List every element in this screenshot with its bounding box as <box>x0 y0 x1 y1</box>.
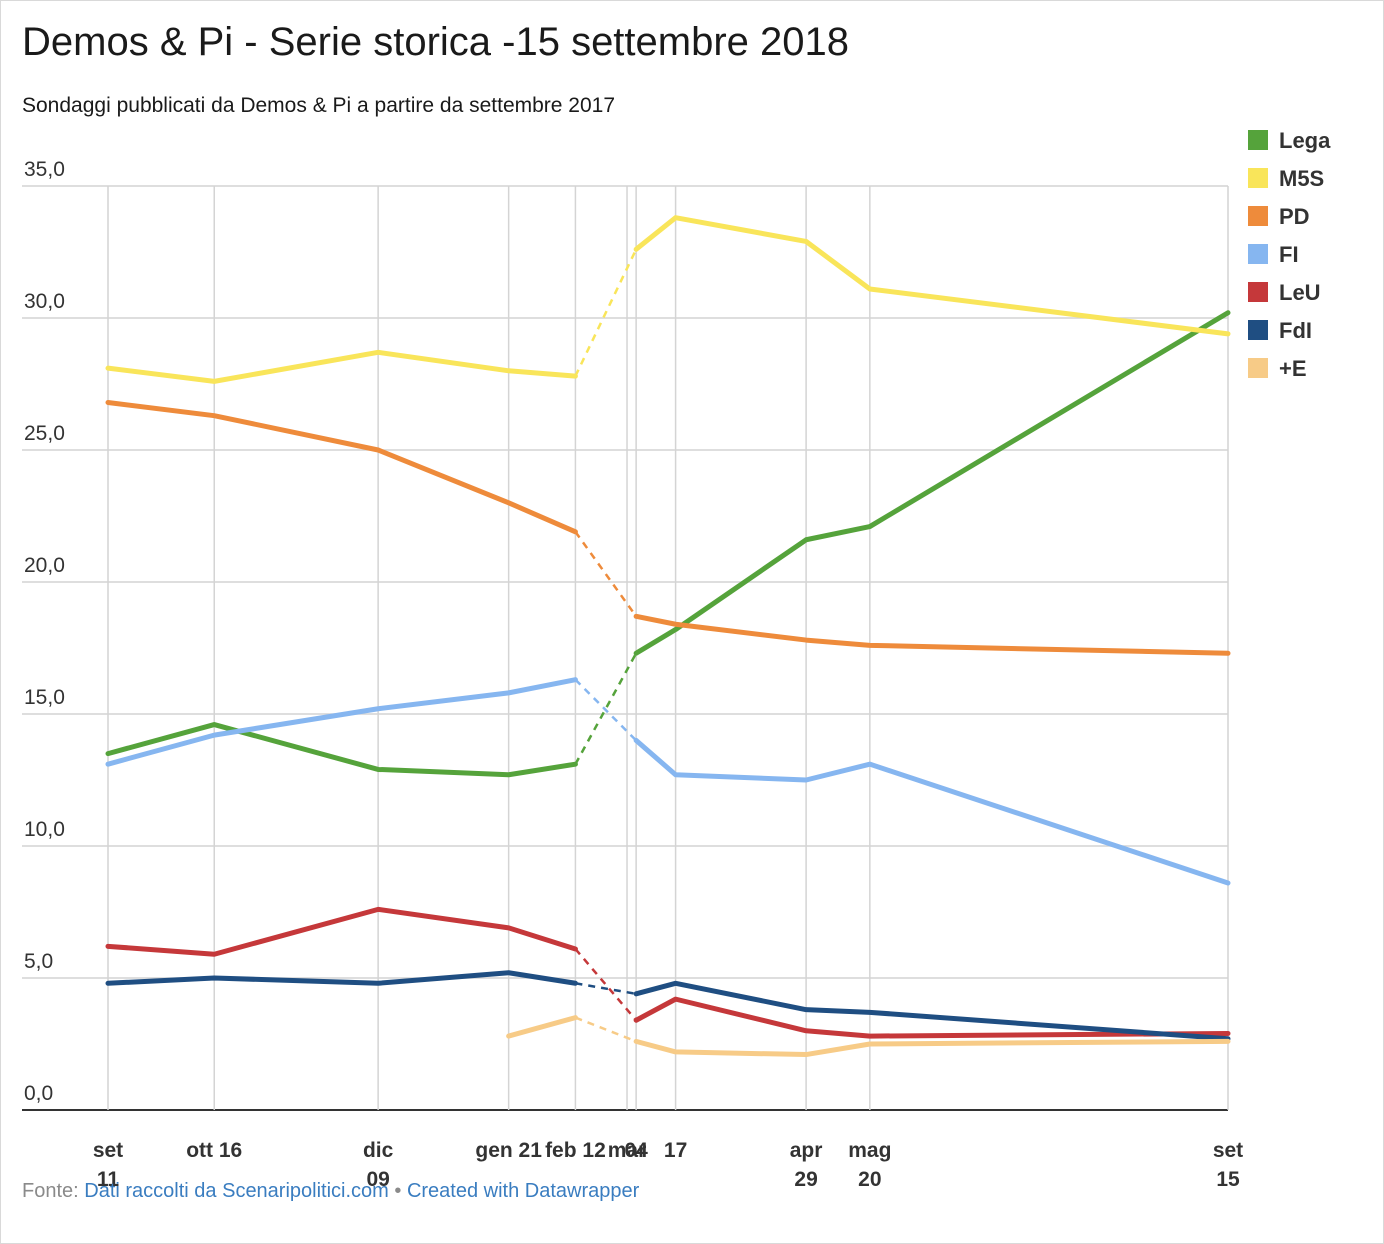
x-tick-label: set <box>1213 1139 1243 1162</box>
legend-swatch <box>1248 358 1268 378</box>
legend-swatch <box>1248 282 1268 302</box>
series-line-FdI <box>105 970 578 986</box>
series-line-FI <box>105 677 578 767</box>
series-line-FI <box>633 737 1231 886</box>
y-tick-label: 30,0 <box>24 290 65 313</box>
footer-separator: • <box>388 1180 407 1202</box>
series-line-+E <box>633 1038 1231 1058</box>
legend-swatch <box>1248 130 1268 150</box>
footer: Fonte: Dati raccolti da Scenaripolitici.… <box>22 1180 639 1203</box>
source-link[interactable]: Dati raccolti da Scenaripolitici.com <box>84 1180 389 1202</box>
series-line-PD <box>105 399 578 535</box>
legend-swatch <box>1248 168 1268 188</box>
x-tick-label-line2: 11 <box>97 1168 120 1191</box>
series-gap-Lega <box>574 652 638 765</box>
credit-link[interactable]: Created with Datawrapper <box>406 1180 640 1202</box>
series-line-+E <box>506 1015 578 1039</box>
legend-label: FI <box>1279 242 1299 267</box>
series-gap-LeU <box>574 948 638 1022</box>
x-tick-label-line2: 20 <box>858 1168 881 1191</box>
legend-label: PD <box>1279 204 1310 229</box>
series-gap-FdI <box>575 982 637 996</box>
y-tick-label: 15,0 <box>24 686 65 709</box>
x-tick-label-line2: 29 <box>794 1168 817 1191</box>
legend-swatch <box>1248 206 1268 226</box>
series-gap-FI <box>574 678 638 742</box>
footer-prefix: Fonte: <box>22 1180 85 1202</box>
legend-label: FdI <box>1279 318 1312 343</box>
chart-title: Demos & Pi - Serie storica -15 settembre… <box>22 20 850 64</box>
legend-label: M5S <box>1279 166 1324 191</box>
x-tick-label-line2: 09 <box>366 1168 389 1191</box>
series-line-M5S <box>633 215 1231 337</box>
series-line-M5S <box>105 349 578 384</box>
x-tick-label: 17 <box>664 1139 687 1162</box>
legend-swatch <box>1248 244 1268 264</box>
x-tick-label: mag <box>848 1139 891 1162</box>
y-tick-label: 0,0 <box>24 1082 53 1105</box>
x-tick-label-line2: 15 <box>1216 1168 1240 1191</box>
x-tick-label: ott 16 <box>186 1139 242 1162</box>
legend-label: Lega <box>1279 128 1331 153</box>
x-tick-label: gen 21 <box>475 1139 542 1162</box>
x-tick-label: dic <box>363 1139 394 1162</box>
series-gap-+E <box>574 1016 637 1043</box>
y-tick-label: 35,0 <box>24 158 65 181</box>
series-line-LeU <box>105 906 578 957</box>
y-tick-label: 10,0 <box>24 818 65 841</box>
x-tick-label: set <box>93 1139 123 1162</box>
y-tick-label: 25,0 <box>24 422 65 445</box>
x-tick-label: apr <box>790 1139 823 1162</box>
legend-label: +E <box>1279 356 1307 381</box>
series-line-Lega <box>105 722 578 778</box>
series-gap-M5S <box>574 248 638 377</box>
legend-swatch <box>1248 320 1268 340</box>
legend-label: LeU <box>1279 280 1321 305</box>
series-line-PD <box>633 613 1231 656</box>
series-line-FdI <box>633 980 1231 1042</box>
chart-subtitle: Sondaggi pubblicati da Demos & Pi a part… <box>22 94 616 117</box>
x-tick-label: 04 <box>624 1139 648 1162</box>
series-line-LeU <box>633 996 1231 1039</box>
x-tick-label: feb 12 <box>545 1139 606 1162</box>
x-tick-label: mar <box>608 1139 647 1162</box>
y-tick-label: 20,0 <box>24 554 65 577</box>
series-gap-PD <box>574 531 638 618</box>
y-tick-label: 5,0 <box>24 950 53 973</box>
series-line-Lega <box>633 310 1231 656</box>
